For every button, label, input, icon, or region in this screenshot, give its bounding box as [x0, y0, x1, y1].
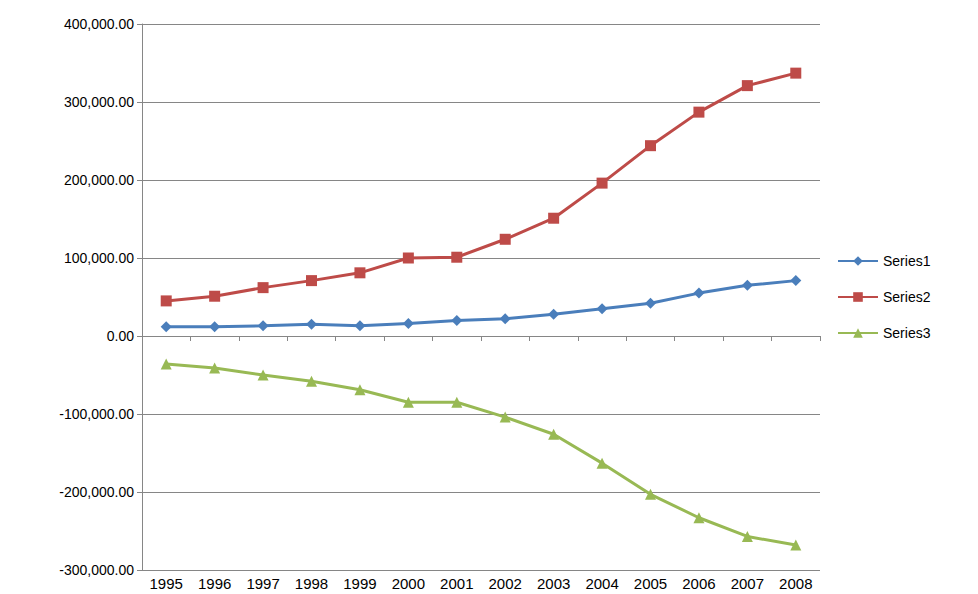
svg-text:1996: 1996 — [198, 575, 231, 592]
svg-text:-100,000.00: -100,000.00 — [59, 406, 134, 422]
svg-text:2002: 2002 — [489, 575, 522, 592]
svg-text:Series1: Series1 — [883, 253, 931, 269]
svg-text:-300,000.00: -300,000.00 — [59, 562, 134, 578]
svg-text:2001: 2001 — [440, 575, 473, 592]
svg-text:400,000.00: 400,000.00 — [64, 16, 134, 32]
svg-text:-200,000.00: -200,000.00 — [59, 484, 134, 500]
svg-text:1997: 1997 — [246, 575, 279, 592]
svg-text:300,000.00: 300,000.00 — [64, 94, 134, 110]
svg-text:200,000.00: 200,000.00 — [64, 172, 134, 188]
svg-text:1998: 1998 — [295, 575, 328, 592]
svg-text:2000: 2000 — [392, 575, 425, 592]
svg-text:Series2: Series2 — [883, 289, 931, 305]
svg-text:0.00: 0.00 — [107, 328, 134, 344]
svg-text:Series3: Series3 — [883, 325, 931, 341]
svg-text:2007: 2007 — [731, 575, 764, 592]
svg-text:100,000.00: 100,000.00 — [64, 250, 134, 266]
svg-text:2006: 2006 — [682, 575, 715, 592]
svg-text:1995: 1995 — [150, 575, 183, 592]
svg-text:2003: 2003 — [537, 575, 570, 592]
svg-text:2008: 2008 — [779, 575, 812, 592]
svg-text:2004: 2004 — [585, 575, 618, 592]
svg-text:2005: 2005 — [634, 575, 667, 592]
svg-text:1999: 1999 — [343, 575, 376, 592]
